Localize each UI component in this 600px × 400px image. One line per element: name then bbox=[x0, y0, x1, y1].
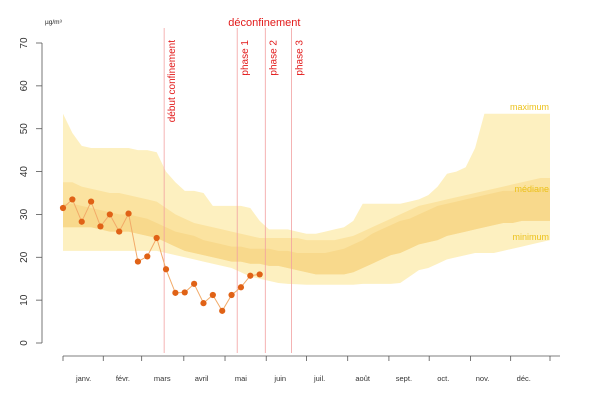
month-label-2: mars bbox=[154, 374, 171, 383]
month-label-1: févr. bbox=[116, 374, 130, 383]
series-point-17 bbox=[219, 307, 226, 314]
labels-group: maximum médiane minimum bbox=[510, 102, 549, 242]
event-label-0: début confinement bbox=[167, 40, 178, 123]
y-tick-label-7: 70 bbox=[19, 37, 30, 49]
series-point-19 bbox=[237, 284, 245, 291]
series-point-5 bbox=[106, 211, 113, 218]
event-label-2: phase 2 bbox=[268, 40, 279, 76]
band-label-maximum: maximum bbox=[510, 102, 549, 112]
month-label-8: sept. bbox=[396, 374, 412, 383]
band-label-minimum: minimum bbox=[512, 232, 549, 242]
series-point-18 bbox=[228, 291, 235, 299]
series-point-12 bbox=[172, 289, 179, 296]
series-point-8 bbox=[134, 258, 142, 265]
y-tick-label-0: 0 bbox=[19, 340, 30, 346]
series-point-0 bbox=[59, 204, 67, 212]
month-label-3: avril bbox=[195, 374, 209, 383]
y-tick-label-5: 50 bbox=[19, 123, 30, 135]
bands-group bbox=[63, 113, 550, 285]
y-tick-label-6: 60 bbox=[19, 80, 30, 92]
band-inner bbox=[63, 188, 550, 275]
series-point-10 bbox=[153, 234, 160, 242]
event-label-1: phase 1 bbox=[240, 40, 251, 76]
month-label-5: juin bbox=[273, 374, 286, 383]
month-label-10: nov. bbox=[476, 374, 490, 383]
unit-label: µg/m³ bbox=[45, 19, 63, 26]
month-label-9: oct. bbox=[437, 374, 449, 383]
series-group bbox=[59, 196, 263, 314]
event-label-3: phase 3 bbox=[295, 40, 306, 76]
axes-group: 0 10 20 30 40 50 60 70 µg/m³ janv. févr. mars avril m… bbox=[19, 19, 560, 383]
series-point-1 bbox=[69, 196, 76, 203]
y-tick-label-3: 30 bbox=[19, 208, 30, 220]
series-line-0 bbox=[62, 198, 260, 312]
header-label: déconfinement bbox=[228, 17, 300, 29]
y-tick-label-4: 40 bbox=[19, 166, 30, 178]
y-tick-label-1: 10 bbox=[19, 294, 30, 306]
month-label-4: mai bbox=[235, 374, 247, 383]
series-point-16 bbox=[209, 291, 216, 299]
month-label-6: juil. bbox=[313, 374, 325, 383]
series-point-14 bbox=[191, 280, 198, 287]
month-label-11: déc. bbox=[517, 374, 531, 383]
series-point-6 bbox=[116, 228, 123, 235]
events-group: début confinement phase 1 phase 2 phase 3 dé… bbox=[163, 17, 306, 353]
series-point-13 bbox=[181, 289, 188, 296]
series-point-15 bbox=[200, 300, 207, 307]
month-label-0: janv. bbox=[75, 374, 91, 383]
series-point-7 bbox=[125, 210, 132, 217]
series-point-4 bbox=[97, 223, 104, 230]
series-point-9 bbox=[144, 253, 151, 260]
series-point-20 bbox=[247, 272, 254, 279]
y-tick-label-2: 20 bbox=[19, 251, 30, 263]
month-label-7: août bbox=[355, 374, 371, 383]
series-point-21 bbox=[256, 271, 263, 278]
series-point-2 bbox=[78, 218, 85, 225]
series-point-11 bbox=[162, 266, 170, 273]
series-point-3 bbox=[87, 198, 95, 205]
band-label-mediane: médiane bbox=[514, 184, 549, 194]
